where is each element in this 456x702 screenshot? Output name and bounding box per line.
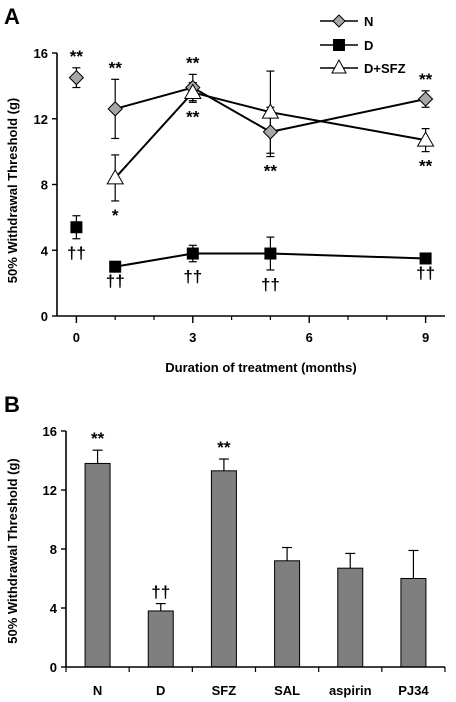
panel-a-error-bars [72, 67, 430, 271]
annotation-n: ** [186, 53, 200, 72]
panel-a-legend: N D D+SFZ [320, 14, 406, 76]
legend-marker-d [333, 39, 345, 51]
panel-a-y-tick-label: 16 [34, 46, 48, 61]
panel-a-x-tick-label: 9 [422, 330, 429, 345]
panel-a-x-tick-label: 6 [306, 330, 313, 345]
legend-marker-d-sfz [331, 58, 347, 74]
annotation-sfz: ** [217, 438, 231, 457]
series-line-d-sfz [114, 91, 426, 179]
panel-a-markers [68, 69, 435, 273]
category-label-n: N [93, 683, 102, 698]
annotation-d-sfz: * [112, 206, 119, 225]
annotation-n: ** [91, 429, 105, 448]
legend-label-d-sfz: D+SFZ [364, 61, 406, 76]
annotation-n: ** [70, 47, 84, 66]
data-point-d [109, 260, 122, 273]
panel-b-error-bars [92, 449, 419, 611]
data-point-d-sfz [416, 131, 435, 147]
panel-b-y-axis-label: 50% Withdrawal Threshold (g) [5, 458, 20, 644]
series-line-n [114, 86, 426, 133]
panel-a-y-tick-label: 8 [41, 178, 48, 193]
bar-sal [274, 560, 301, 668]
data-point-n [262, 124, 279, 140]
legend-label-d: D [364, 38, 373, 53]
panel-a-x-tick-label: 0 [73, 330, 80, 345]
bar-n [84, 462, 111, 668]
annotation-n: ** [264, 162, 278, 181]
data-point-d [419, 252, 432, 265]
annotation-d-sfz: ** [419, 157, 433, 176]
data-point-n [107, 101, 123, 117]
panel-a-x-tick-label: 3 [189, 330, 196, 345]
series-line-d [115, 252, 426, 268]
category-label-aspirin: aspirin [329, 683, 372, 698]
panel-a-letter: A [4, 4, 20, 29]
panel-a-x-axis-label: Duration of treatment (months) [165, 360, 356, 375]
category-label-sal: SAL [274, 683, 300, 698]
data-point-d [186, 247, 199, 260]
annotation-d: †† [106, 272, 125, 291]
data-point-n [68, 69, 85, 86]
data-point-d-sfz [106, 168, 125, 185]
panel-a-series-lines [114, 86, 426, 268]
panel-b-y-tick-label: 16 [43, 424, 57, 439]
panel-b: B 0 4 8 12 16 ** †† ** N D SFZ SAL aspirin PJ34 50%… [4, 392, 446, 698]
panel-a-y-axis-label: 50% Withdrawal Threshold (g) [5, 98, 20, 284]
data-point-d [70, 221, 83, 234]
panel-b-y-tick-label: 8 [50, 542, 57, 557]
panel-a-axes: 0 4 8 12 16 0 3 6 9 [34, 46, 445, 345]
panel-b-axes: 0 4 8 12 16 [43, 424, 446, 675]
data-point-d-sfz [183, 83, 202, 99]
bar-pj34 [400, 578, 427, 668]
category-label-d: D [156, 683, 165, 698]
panel-a-annotations: **** ******†††† †† ††††***** [67, 47, 435, 294]
annotation-n: ** [109, 58, 123, 77]
annotation-n: ** [419, 70, 433, 89]
annotation-d: †† [416, 263, 435, 282]
annotation-d: †† [151, 583, 170, 602]
panel-a-y-tick-label: 12 [34, 112, 48, 127]
annotation-d: †† [67, 244, 86, 263]
data-point-d [264, 247, 277, 260]
bar-d [147, 610, 174, 668]
panel-a-y-tick-label: 4 [41, 243, 49, 258]
legend-label-n: N [364, 14, 373, 29]
annotation-d-sfz: ** [186, 107, 200, 126]
bar-sfz [210, 470, 237, 668]
bar-aspirin [337, 567, 364, 668]
legend-marker-n [332, 14, 346, 28]
data-point-n [417, 91, 434, 107]
panel-b-category-labels: N D SFZ SAL aspirin PJ34 [93, 683, 429, 698]
data-point-d-sfz [261, 103, 280, 119]
panel-b-bars [84, 462, 427, 668]
annotation-d: †† [183, 267, 202, 286]
category-label-pj34: PJ34 [398, 683, 429, 698]
category-label-sfz: SFZ [212, 683, 237, 698]
annotation-d: †† [261, 275, 280, 294]
panel-a-y-tick-label: 0 [41, 309, 48, 324]
panel-b-annotations: ** †† ** [91, 429, 231, 601]
panel-b-y-tick-label: 4 [50, 601, 58, 616]
panel-b-y-tick-label: 0 [50, 660, 57, 675]
panel-b-letter: B [4, 392, 20, 417]
panel-b-y-tick-label: 12 [43, 483, 57, 498]
